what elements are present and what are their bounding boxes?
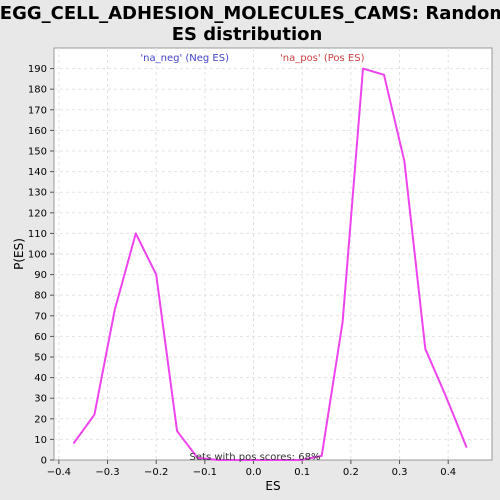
y-tick-label: 110 — [28, 229, 47, 240]
y-tick-label: 10 — [34, 435, 47, 446]
chart-title-line-2: ES distribution — [172, 24, 323, 45]
legend-pos: 'na_pos' (Pos ES) — [280, 53, 365, 64]
pos-scores-annotation: Sets with pos scores: 68% — [190, 452, 321, 463]
x-axis-label: ES — [265, 479, 280, 493]
y-tick-label: 180 — [28, 85, 47, 96]
y-tick-label: 40 — [34, 373, 47, 384]
x-tick-label: −0.3 — [95, 467, 119, 478]
y-tick-label: 30 — [34, 394, 47, 405]
y-tick-label: 130 — [28, 188, 47, 199]
y-tick-label: 100 — [28, 250, 47, 261]
y-tick-label: 20 — [34, 414, 47, 425]
y-tick-label: 190 — [28, 64, 47, 75]
y-tick-label: 0 — [41, 456, 47, 467]
chart-title-line-1: KEGG_CELL_ADHESION_MOLECULES_CAMS: Rando… — [0, 3, 500, 24]
x-tick-label: 0.1 — [294, 467, 310, 478]
y-tick-label: 70 — [34, 311, 47, 322]
y-tick-label: 140 — [28, 167, 47, 178]
y-tick-label: 50 — [34, 353, 47, 364]
x-tick-label: −0.2 — [144, 467, 168, 478]
x-tick-label: −0.1 — [193, 467, 217, 478]
y-tick-label: 170 — [28, 105, 47, 116]
x-tick-label: 0.4 — [440, 467, 456, 478]
x-tick-label: 0.0 — [246, 467, 262, 478]
x-tick-label: −0.4 — [47, 467, 71, 478]
x-tick-label: 0.3 — [392, 467, 408, 478]
x-tick-label: 0.2 — [343, 467, 359, 478]
legend-neg: 'na_neg' (Neg ES) — [140, 53, 229, 64]
y-tick-label: 80 — [34, 291, 47, 302]
y-tick-label: 60 — [34, 332, 47, 343]
y-tick-label: 160 — [28, 126, 47, 137]
y-tick-label: 90 — [34, 270, 47, 281]
y-axis-label: P(ES) — [12, 238, 26, 270]
y-tick-label: 150 — [28, 147, 47, 158]
y-tick-label: 120 — [28, 208, 47, 219]
